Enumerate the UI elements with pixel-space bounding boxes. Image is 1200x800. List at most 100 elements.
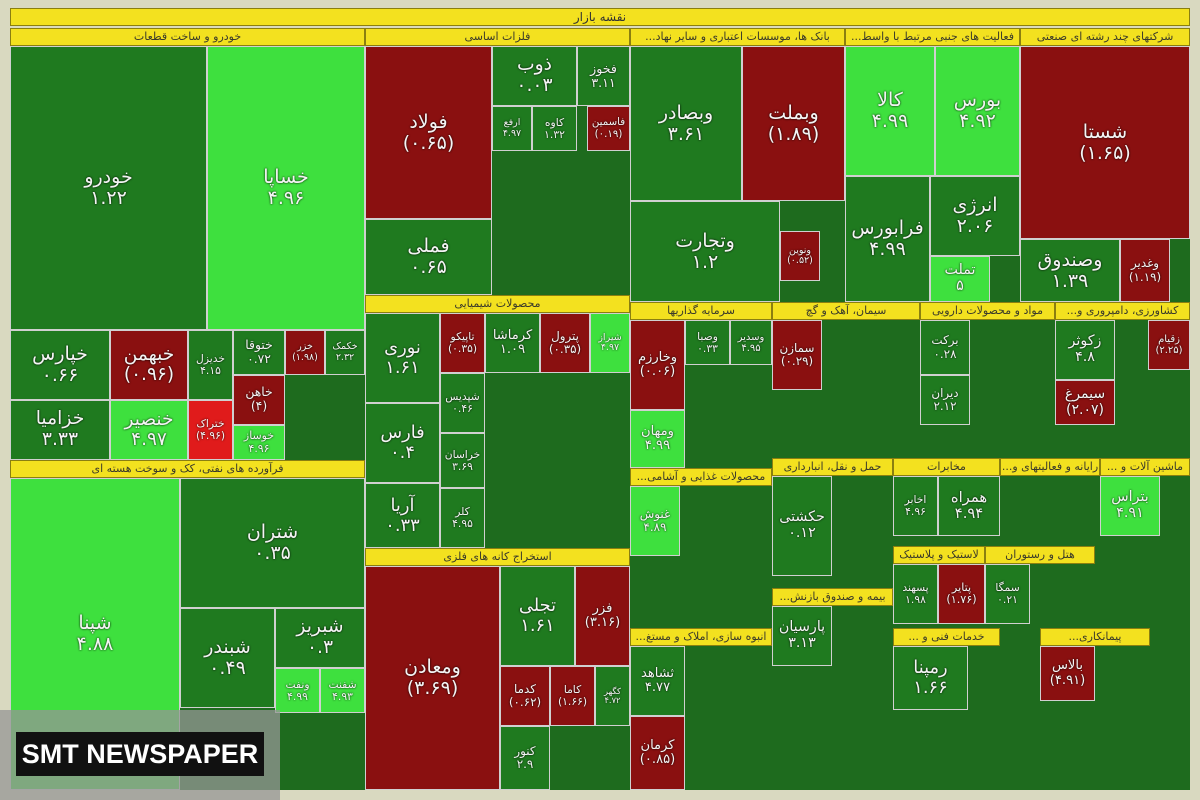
stock-change: (۰.۳۵) xyxy=(448,342,477,355)
stock-name: فملی xyxy=(407,235,450,258)
stock-tile: خبهمن (۰.۹۶) xyxy=(110,330,188,400)
stock-name: شبندر xyxy=(204,636,251,659)
stock-change: (۰.۵۲) xyxy=(787,255,813,266)
stock-name: دیران xyxy=(931,385,959,400)
stock-tile: تاپیکو (۰.۳۵) xyxy=(440,313,485,373)
stock-change: ۱.۶۶ xyxy=(913,677,948,698)
stock-tile: رمپنا ۱.۶۶ xyxy=(893,646,968,710)
stock-change: (۰.۶۲) xyxy=(508,695,542,709)
sector-header: بیمه و صندوق بازنش... xyxy=(772,588,893,606)
stock-name: وسدیر xyxy=(737,331,765,343)
stock-name: ختراک xyxy=(196,417,225,431)
stock-change: ۳.۶۱ xyxy=(667,122,705,145)
stock-name: خبهمن xyxy=(123,343,175,365)
stock-name: وغدیر xyxy=(1130,256,1160,271)
stock-name: وبصادر xyxy=(658,101,714,124)
stock-tile: تجلی ۱.۶۱ xyxy=(500,566,575,666)
stock-change: ۲.۳۲ xyxy=(335,351,355,363)
stock-tile: تملت ۵ xyxy=(930,256,990,302)
stock-tile: خدیزل ۴.۱۵ xyxy=(188,330,233,400)
stock-tile: غنوش ۴.۸۹ xyxy=(630,486,680,556)
stock-tile: نوری ۱.۶۱ xyxy=(365,313,440,403)
stock-change: ۰.۴ xyxy=(390,442,415,463)
stock-name: شپدیس xyxy=(445,390,480,404)
stock-change: ۱.۳۲ xyxy=(544,127,565,141)
stock-name: وتجارت xyxy=(675,229,735,252)
stock-name: سمگا xyxy=(995,581,1020,595)
stock-tile: وتجارت ۱.۲ xyxy=(630,201,780,302)
stock-tile: کرمان (۰.۸۵) xyxy=(630,716,685,790)
sector-header: خدمات فنی و ... xyxy=(893,628,1000,646)
stock-name: خنصیر xyxy=(124,408,174,430)
stock-name: بورس xyxy=(953,89,1002,112)
stock-name: شتران xyxy=(246,521,299,544)
stock-change: ۴.۹۹ xyxy=(869,238,906,260)
stock-name: خزامیا xyxy=(35,408,85,430)
stock-name: پترول xyxy=(551,328,579,343)
stock-change: ۴.۱۵ xyxy=(200,364,221,377)
stock-tile: خراسان ۳.۶۹ xyxy=(440,433,485,488)
stock-change: (۱.۶۶) xyxy=(558,695,587,708)
stock-name: کدما xyxy=(514,681,536,696)
stock-tile: ختراک (۴.۹۶) xyxy=(188,400,233,460)
stock-name: خکمک xyxy=(332,341,358,353)
stock-name: سیمرغ xyxy=(1064,386,1106,403)
stock-name: آریا xyxy=(390,494,415,516)
map-title: نقشه بازار xyxy=(10,8,1190,26)
stock-tile: وصندوق ۱.۳۹ xyxy=(1020,239,1120,302)
stock-tile: حکشتی ۰.۱۲ xyxy=(772,476,832,576)
sector-header: شرکتهای چند رشته ای صنعتی xyxy=(1020,28,1190,46)
stock-change: ۱.۶۱ xyxy=(385,357,420,378)
stock-tile: انرژی ۲.۰۶ xyxy=(930,176,1020,256)
stock-tile: شبندر ۰.۴۹ xyxy=(180,608,275,708)
sector-header: فلزات اساسی xyxy=(365,28,630,46)
stock-change: ۰.۴۹ xyxy=(209,657,246,679)
stock-name: غنوش xyxy=(639,506,671,521)
stock-name: انرژی xyxy=(952,194,998,217)
stock-change: ۴.۹۹ xyxy=(644,438,671,453)
stock-name: فارس xyxy=(380,422,425,444)
stock-name: ونفت xyxy=(285,677,310,691)
stock-tile: خزر (۱.۹۸) xyxy=(285,330,325,375)
stock-change: (۱.۸۹) xyxy=(767,122,820,145)
stock-name: سمازن xyxy=(779,340,815,355)
stock-change: ۴.۸۸ xyxy=(76,633,114,655)
stock-tile: ختوقا ۰.۷۲ xyxy=(233,330,285,375)
stock-tile: وبصادر ۳.۶۱ xyxy=(630,46,742,201)
stock-name: حکشتی xyxy=(779,509,825,526)
stock-change: (۴) xyxy=(250,399,268,413)
stock-name: برکت xyxy=(931,333,959,348)
stock-name: خزر xyxy=(297,341,313,353)
stock-name: خراسان xyxy=(444,447,481,461)
stock-tile: خاهن (۴) xyxy=(233,375,285,425)
stock-change: ۴.۹۶ xyxy=(267,187,305,209)
stock-tile: شپدیس ۰.۴۶ xyxy=(440,373,485,433)
stock-tile: همراه ۴.۹۴ xyxy=(938,476,1000,536)
stock-tile: کدما (۰.۶۲) xyxy=(500,666,550,726)
stock-change: ۲.۹ xyxy=(516,757,534,771)
stock-change: (۱.۶۵) xyxy=(1079,141,1131,164)
stock-tile: شبریز ۰.۳ xyxy=(275,608,365,668)
stock-tile: فزر (۳.۱۶) xyxy=(575,566,630,666)
stock-name: ونوین xyxy=(788,244,812,256)
stock-name: تملت xyxy=(944,262,976,279)
sector-header: رایانه و فعالیتهای و... xyxy=(1000,458,1100,476)
stock-tile: زقیام (۲.۲۵) xyxy=(1148,320,1190,370)
stock-tile: پتایر (۱.۷۶) xyxy=(938,564,985,624)
stock-name: وبملت xyxy=(768,101,819,124)
stock-tile: ذوب ۰.۰۳ xyxy=(492,46,577,106)
stock-change: ۲.۰۶ xyxy=(956,215,994,237)
stock-tile: دیران ۲.۱۲ xyxy=(920,375,970,425)
stock-name: فرابورس xyxy=(851,217,924,240)
stock-name: پسهند xyxy=(902,581,929,595)
stock-tile: فملی ۰.۶۵ xyxy=(365,219,492,295)
stock-tile: ونوین (۰.۵۲) xyxy=(780,231,820,281)
sector-header: حمل و نقل، انبارداری xyxy=(772,458,893,476)
stock-name: ختوقا xyxy=(245,337,273,352)
stock-name: شپنا xyxy=(78,612,112,635)
sector-header: محصولات غذایی و آشامی... xyxy=(630,468,772,486)
stock-change: ۴.۹۵ xyxy=(452,517,473,530)
stock-name: بالاس xyxy=(1051,658,1084,674)
sector-header: لاستیک و پلاستیک xyxy=(893,546,985,564)
stock-change: ۳.۱۳ xyxy=(788,635,816,651)
